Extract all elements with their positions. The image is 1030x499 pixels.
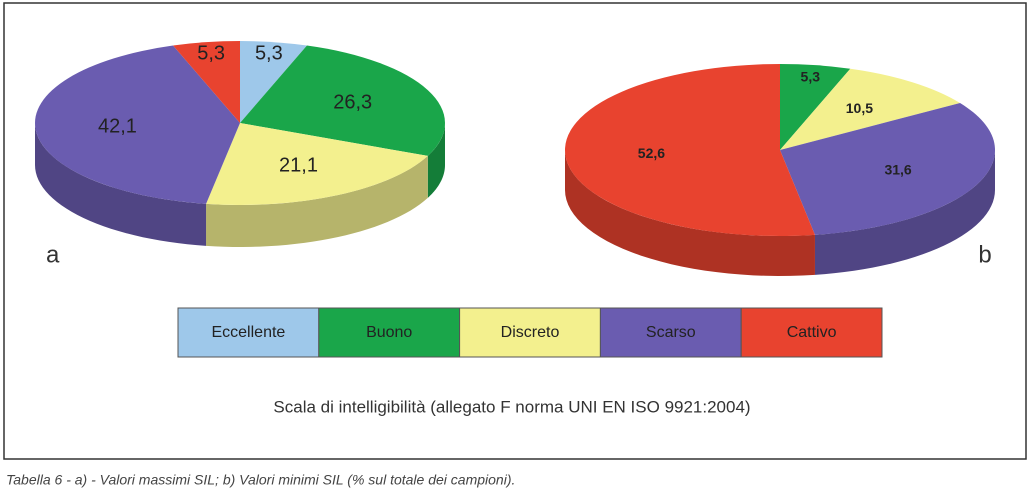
value-label: 5,3 — [255, 43, 283, 65]
legend-swatch — [459, 307, 601, 358]
legend-label: Scarso — [646, 324, 696, 341]
pie-slice — [780, 64, 851, 150]
legend-label: Discreto — [501, 324, 560, 341]
legend-label: Eccellente — [211, 324, 285, 341]
pie-slice — [564, 64, 815, 236]
caption: Tabella 6 - a) - Valori massimi SIL; b) … — [6, 472, 515, 488]
pie-slice — [206, 123, 428, 205]
value-label: 5,3 — [801, 69, 821, 85]
pie-slice — [240, 45, 445, 156]
value-label: 26,3 — [333, 92, 372, 114]
pie-side — [814, 150, 995, 275]
pie-slice — [780, 68, 961, 150]
legend-swatch — [318, 307, 461, 358]
panel-label: b — [978, 241, 991, 268]
panel-label: a — [46, 241, 60, 268]
value-label: 31,6 — [884, 161, 911, 177]
value-label: 21,1 — [279, 155, 318, 177]
pie-slice — [240, 41, 307, 123]
legend-label: Cattivo — [787, 324, 837, 341]
legend-swatch — [177, 307, 320, 358]
pie-side — [206, 155, 428, 247]
value-label: 10,5 — [846, 100, 873, 116]
pie-slice — [35, 45, 241, 204]
pie-side — [35, 123, 207, 246]
legend-title: Scala di intelligibilità (allegato F nor… — [273, 397, 750, 416]
legend-label: Buono — [366, 324, 412, 341]
value-label: 42,1 — [98, 115, 137, 137]
pie-slice — [173, 41, 240, 123]
pie-side — [427, 123, 445, 198]
pie-slice — [780, 103, 996, 235]
value-label: 52,6 — [638, 145, 665, 161]
value-label: 5,3 — [197, 43, 225, 65]
legend-swatch — [740, 307, 883, 358]
pie-side — [565, 150, 815, 276]
legend-swatch — [599, 307, 742, 358]
